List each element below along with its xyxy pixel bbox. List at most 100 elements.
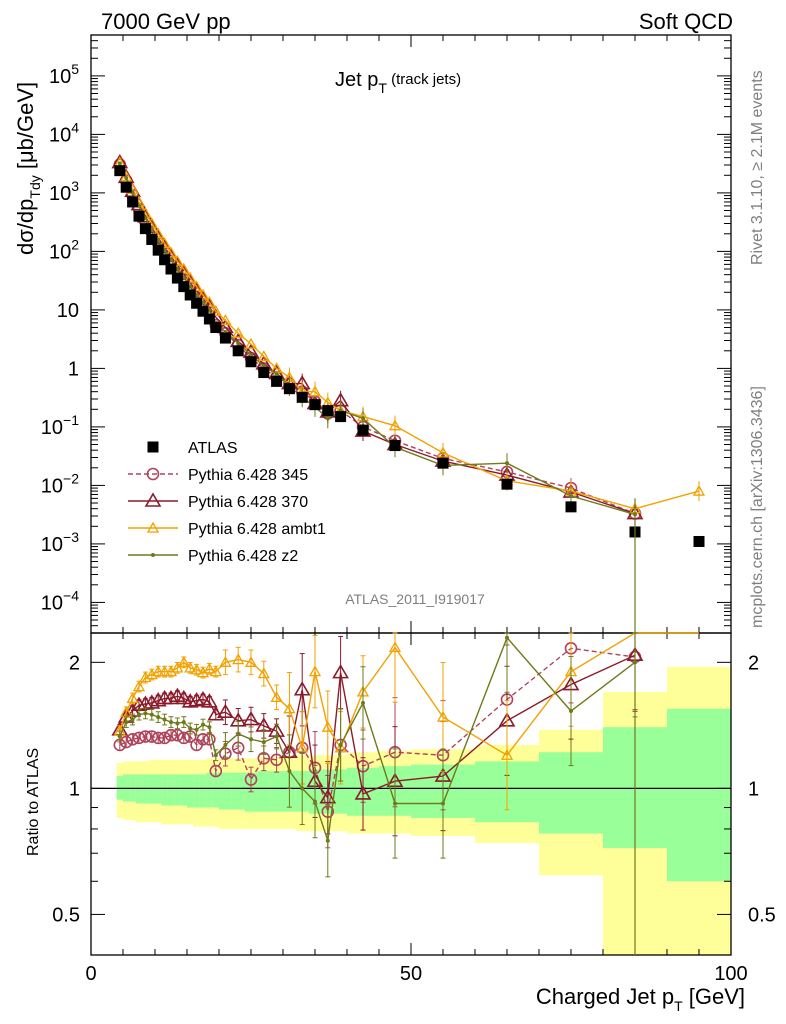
ratio-point [209,665,222,677]
data-point [203,295,216,307]
ratio-series-layer [111,632,699,955]
data-point [196,288,210,300]
ratio-point [184,661,197,673]
ratio-point [139,730,152,743]
ratio-point [158,731,171,745]
main-series-layer [111,153,706,633]
side-label-top: Rivet 3.1.10, ≥ 2.1M events [749,70,766,265]
ratio-point [175,721,180,726]
xlabel-unit: [GeV] [683,984,745,1009]
axis-ticks: 0 50 10010510410310210110−110−210−310−40.5… [41,34,776,985]
data-point [236,341,241,346]
ratio-point [181,720,186,725]
data-point [164,246,178,258]
atlas-data-point [191,297,203,309]
atlas-data-point [146,233,158,245]
ratio-point [361,700,365,705]
ratio-point [505,635,509,640]
atlas-data-point [203,313,215,325]
ratio-point [143,694,161,709]
ratio-point [124,720,129,725]
legend-label: Pythia 6.428 z2 [188,548,298,565]
ratio-point [319,789,337,804]
ratio-point [388,641,402,653]
ratio-y-tick-label-right: 1 [748,778,759,800]
legend-label: Pythia 6.428 345 [188,467,308,484]
y-tick-label: 10−3 [41,529,79,556]
ratio-point [201,693,218,708]
atlas-data-point [232,345,244,357]
ratio-point [244,773,258,786]
band-inner-bin [219,772,233,810]
ratio-point [217,703,234,719]
plot-title-main: Jet p [335,69,378,91]
data-point [569,493,573,498]
legend-marker [144,492,162,507]
data-point [209,304,222,316]
ratio-point [441,801,445,806]
atlas-data-point [389,440,401,452]
ratio-point [270,753,283,767]
y-tick-label: 103 [49,178,79,205]
ratio-point [156,715,161,720]
ratio-point [132,731,146,745]
ratio-point [164,728,178,742]
data-point [361,416,365,421]
atlas-data-point [114,165,126,177]
atlas-data-point [165,263,177,275]
atlas-data-point [357,424,369,436]
ratio-point [354,785,372,800]
ratio-point [126,732,139,746]
ratio-point [126,692,139,704]
series-line [119,164,636,515]
data-point [505,461,509,466]
ratio-point [177,731,191,745]
band-inner-bin [180,774,188,806]
ylabel-main-sub: Tdy [27,175,43,198]
ratio-point [283,702,296,714]
band-inner-bin [187,774,194,808]
ratio-point [321,720,334,732]
band-inner-bin [161,774,169,806]
data-point [184,271,197,283]
ratio-point [132,680,146,692]
ratio-point [188,726,193,731]
ratio-point [203,662,216,674]
ratio-point [223,742,228,747]
xlabel: Charged Jet pT [GeV] [536,984,745,1014]
band-inner-bin [193,774,201,808]
atlas-data-point [693,535,705,547]
x-tick-label: 0 [85,963,96,985]
atlas-data-point [127,196,139,208]
ratio-point [500,748,514,760]
data-point [177,262,190,274]
ratio-point [145,730,159,743]
ratio-point [219,655,232,667]
band-inner-bin [257,771,271,812]
atlas-data-point [322,405,334,417]
plot-title-extra: (track jets) [387,71,461,88]
ratio-point [261,740,266,745]
data-point [117,161,122,166]
band-inner-bin [667,708,732,882]
y-tick-label: 105 [49,61,79,88]
ratio-point [325,838,330,843]
ratio-y-tick-label: 0.5 [52,904,80,926]
data-point [244,337,258,349]
ratio-y-tick-label-right: 0.5 [748,904,776,926]
data-point [325,416,330,421]
x-tick-label: 50 [400,963,422,985]
ratio-point [569,709,573,714]
atlas-data-point [139,223,151,235]
ratio-point [117,734,122,739]
atlas-data-point [283,383,295,395]
atlas-data-point [309,399,321,411]
atlas-data-point [178,281,190,293]
y-tick-label: 10 [57,300,79,322]
atlas-data-point [171,272,183,284]
atlas-data-point [120,181,132,193]
y-tick-label: 10−2 [41,470,79,497]
ratio-y-tick-label-right: 2 [748,652,759,674]
ratio-point [177,655,190,667]
ratio-point [293,681,311,696]
